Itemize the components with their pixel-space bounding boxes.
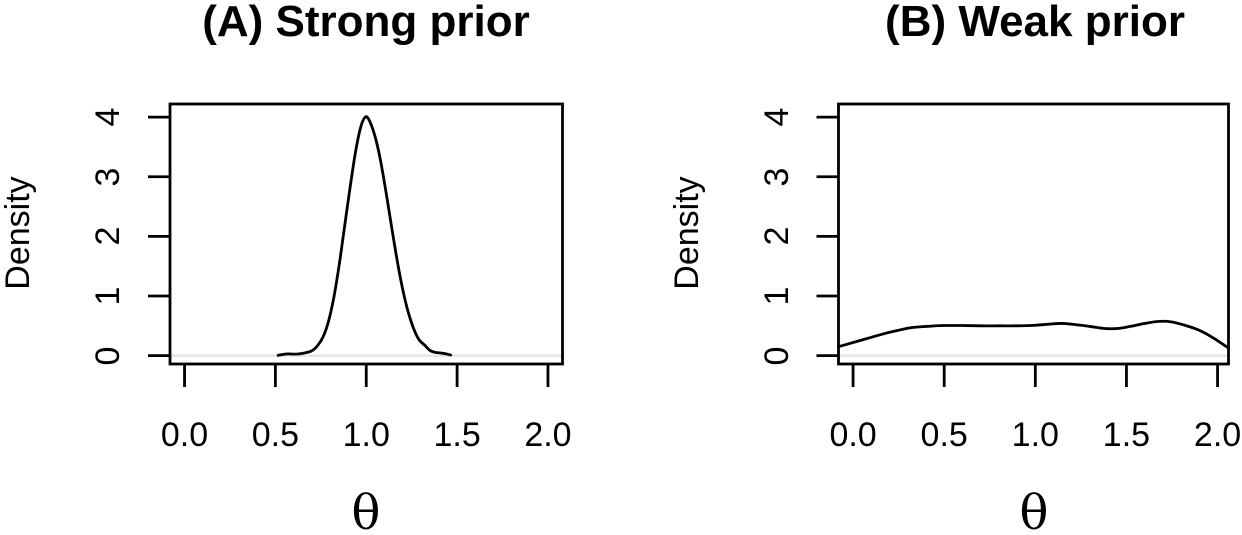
y-tick-label-B: 1: [758, 286, 796, 306]
x-tick-label-A: 1.5: [433, 416, 481, 454]
panel-a-title: (A) Strong prior: [202, 0, 530, 46]
x-tick-label-B: 2.0: [1193, 416, 1242, 454]
y-tick-label-A: 4: [89, 107, 127, 127]
x-tick-label-B: 1.5: [1102, 416, 1151, 454]
y-tick-label-A: 0: [89, 346, 127, 366]
plot-box-B: [837, 102, 1230, 366]
x-tick-label-B: 1.0: [1011, 416, 1059, 454]
density-curve-B: [837, 319, 1230, 350]
density-curve-A: [276, 115, 453, 357]
y-tick-label-B: 4: [758, 107, 796, 127]
y-tick-label-A: 1: [89, 286, 127, 306]
x-tick-label-A: 2.0: [524, 416, 572, 454]
y-tick-label-B: 0: [758, 346, 796, 366]
y-tick-label-B: 3: [758, 167, 796, 187]
panel-b-x-axis-label: θ: [1019, 485, 1049, 535]
y-tick-label-B: 2: [758, 226, 796, 246]
panel-b-title: (B) Weak prior: [885, 0, 1185, 46]
panel-a-x-axis-label: θ: [351, 485, 381, 535]
x-tick-label-A: 0.5: [251, 416, 300, 454]
y-tick-label-A: 2: [89, 226, 127, 246]
x-tick-label-A: 1.0: [342, 416, 390, 454]
x-tick-label-A: 0.0: [160, 416, 209, 454]
y-tick-label-A: 3: [89, 167, 127, 187]
x-tick-label-B: 0.5: [920, 416, 968, 454]
x-tick-label-B: 0.0: [829, 416, 877, 454]
